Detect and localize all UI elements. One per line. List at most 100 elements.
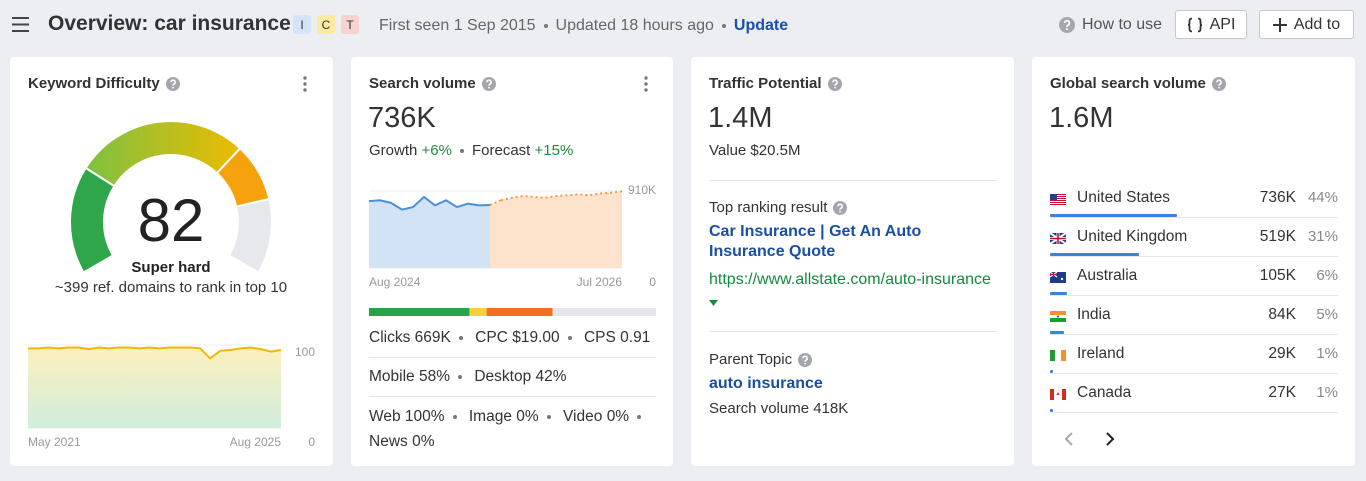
separator [459,149,464,154]
country-volume: 519K [1259,228,1296,245]
updated: Updated 18 hours ago [555,17,714,34]
metric: Video 0% [563,408,649,425]
separator [543,24,548,28]
metric-value: 42% [535,368,567,385]
area [28,347,281,428]
traffic-money-value: Value $20.5M [709,142,801,159]
flag-glyph [1049,271,1066,283]
share-bar [1050,214,1177,217]
flag [1050,192,1066,205]
divider [1050,217,1338,218]
top-result-title[interactable]: Car Insurance | Get An Auto Insurance Qu… [709,223,922,260]
help-icon[interactable] [165,76,180,91]
metric-row: Clicks 669K CPC $19.00 CPS 0.91 [369,328,661,348]
metric: Mobile 58% [369,368,470,385]
how-to-use[interactable]: How to use [1059,16,1162,34]
country-name: Australia [1077,267,1138,284]
help-icon[interactable] [798,353,813,367]
country-name: Ireland [1077,345,1125,362]
global-volume-card: Global search volume 1.6M United States 7… [1032,57,1355,466]
prev-page[interactable] [1064,432,1074,446]
country-name: United States [1077,189,1171,206]
share-bar [1050,331,1065,334]
metric-value: 0% [516,408,539,425]
kd-rating: Super hard [131,259,210,276]
separator [452,414,457,419]
metric-row: Mobile 58% Desktop 42% [369,367,661,387]
divider [1050,256,1338,257]
metric-value: 669K [414,329,451,346]
api-button[interactable]: API [1175,10,1247,39]
growth-value: +6% [421,142,452,159]
metric-label: Clicks [369,329,411,346]
country-volume: 736K [1259,189,1296,206]
top-result-url[interactable]: https://www.allstate.com/auto-insurance [709,269,999,313]
help-icon[interactable] [827,76,842,91]
flag-glyph [1049,232,1067,245]
metric-label: CPC [475,329,508,346]
divider [1050,412,1338,413]
first-seen: First seen 1 Sep 2015 [379,17,536,34]
parent-topic-link[interactable]: auto insurance [709,375,823,392]
growth-label: Growth [369,142,418,159]
help-glyph [165,76,180,91]
parent-topic-volume: Search volume 418K [709,400,849,417]
country-volume: 84K [1268,306,1296,323]
divider [369,357,656,358]
header-meta: First seen 1 Sep 2015 Updated 18 hours a… [379,17,788,35]
share-bar [1050,292,1068,295]
separator [721,24,726,28]
help-glyph [1211,76,1226,91]
intent-badge: C [317,15,335,34]
metric-label: Web [369,408,401,425]
connector-area [490,200,501,268]
divider [1050,373,1338,374]
country-name: Canada [1077,384,1132,401]
help-icon[interactable] [481,76,496,91]
intent-badge: T [341,15,359,34]
metric: News 0% [369,433,434,450]
intent-badge: I [293,15,311,34]
country-share: 31% [1307,228,1338,245]
divider [369,396,656,397]
connector [489,199,502,206]
separator [458,374,463,379]
help-icon[interactable] [833,201,848,215]
search-volume-card: 0 910K Aug 2024 Jul 2026 Search volume 736K… [351,57,673,466]
page-title: Overview: car insurance [48,12,291,35]
country-volume: 105K [1259,267,1296,284]
top-result-label: Top ranking result [709,199,828,216]
more-menu[interactable] [303,76,307,92]
kd-value: 82 [138,187,205,254]
caret[interactable] [709,300,718,306]
flag [1050,348,1066,361]
plus-icon [1272,17,1287,32]
y-tick-label: 0 [649,275,656,289]
country-name: United Kingdom [1077,228,1188,245]
card-title: Traffic Potential [709,75,842,92]
parent-topic-heading: Parent Topic [709,351,813,369]
metric-label: Image [468,408,512,425]
gauge-segment [84,120,242,188]
metric: Web 100% [369,408,465,425]
more-menu[interactable] [644,76,648,92]
card-title: Global search volume [1050,75,1226,92]
flag [1050,309,1066,322]
api-label: API [1209,15,1236,33]
next-page[interactable] [1105,432,1115,446]
divider [709,331,997,332]
click-split-segment [486,308,553,316]
separator [458,335,463,340]
add-to-button[interactable]: Add to [1259,10,1354,39]
help-icon[interactable] [1211,76,1226,91]
y-tick-label: 910K [628,183,656,197]
flag [1049,270,1066,283]
update-link[interactable]: Update [733,17,789,34]
country-row: United Kingdom 519K 31% [1032,227,1355,247]
url-text: https://www.allstate.com/auto-insurance [709,271,991,288]
share-bar [1050,409,1053,412]
country-share: 5% [1316,306,1338,323]
menu-icon[interactable] [12,17,29,32]
metric-value: $19.00 [512,329,560,346]
